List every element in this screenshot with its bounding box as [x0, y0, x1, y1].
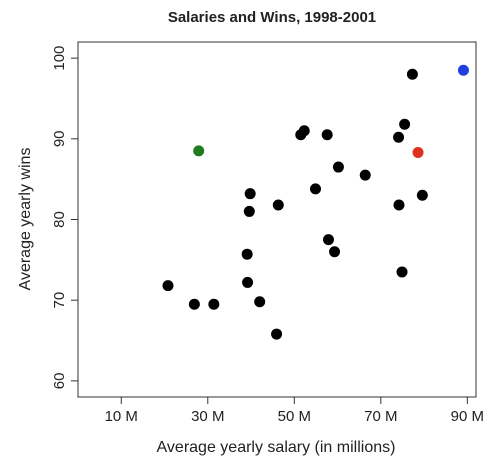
data-point	[310, 183, 322, 195]
data-point	[244, 188, 256, 200]
data-point	[272, 199, 284, 211]
data-point	[396, 266, 408, 278]
data-point	[393, 199, 405, 211]
y-axis: 60 70 80 90 100	[51, 46, 78, 390]
data-point-green	[193, 145, 205, 157]
data-point	[321, 129, 333, 141]
data-point	[322, 234, 334, 246]
data-point	[242, 276, 254, 288]
x-tick-label: 90 M	[451, 408, 484, 425]
y-tick-label: 80	[51, 211, 68, 228]
chart-title: Salaries and Wins, 1998-2001	[168, 9, 376, 26]
x-tick-label: 30 M	[191, 408, 224, 425]
x-axis: 10 M 30 M 50 M 70 M 90 M	[105, 397, 484, 425]
y-tick-label: 70	[51, 292, 68, 309]
x-tick-label: 70 M	[364, 408, 397, 425]
data-point	[332, 161, 344, 173]
data-point	[416, 189, 428, 201]
data-point	[298, 125, 310, 137]
data-point	[329, 246, 341, 258]
data-point	[208, 298, 220, 310]
data-point	[243, 205, 255, 217]
plot-frame	[77, 41, 477, 398]
y-axis-label: Average yearly wins	[17, 148, 34, 291]
data-point	[399, 118, 411, 130]
x-axis-label: Average yearly salary (in millions)	[157, 439, 396, 456]
data-point	[359, 169, 371, 181]
x-tick-label: 50 M	[278, 408, 311, 425]
data-points	[162, 64, 469, 340]
data-point	[162, 280, 174, 292]
data-point	[241, 248, 253, 260]
y-tick-label: 100	[51, 46, 68, 71]
x-tick-label: 10 M	[105, 408, 138, 425]
data-point	[188, 298, 200, 310]
data-point-red	[412, 147, 424, 159]
y-tick-label: 90	[51, 130, 68, 147]
data-point-blue	[457, 64, 469, 76]
y-tick-label: 60	[51, 373, 68, 390]
data-point	[393, 131, 405, 143]
data-point	[271, 328, 283, 340]
data-point	[406, 68, 418, 80]
data-point	[254, 296, 266, 308]
